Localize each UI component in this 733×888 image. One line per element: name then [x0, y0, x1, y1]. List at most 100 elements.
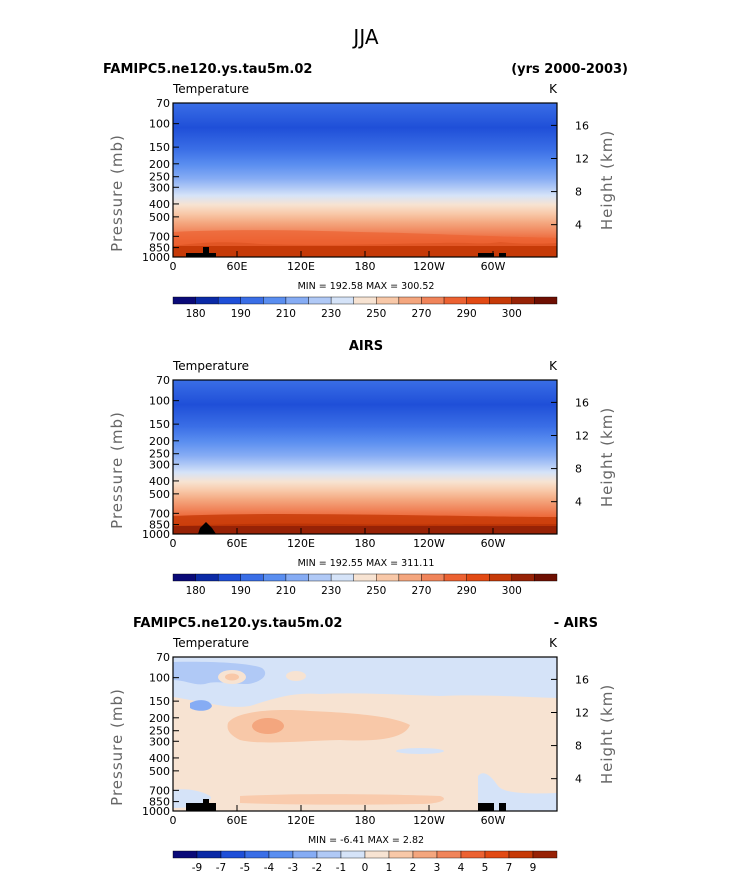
- colorbar-box: [263, 573, 287, 582]
- panel3-variable-label: Temperature: [172, 636, 249, 650]
- colorbar-label: -7: [216, 862, 226, 874]
- panel1-x-ticks: 0 60E 120E 180 120W 60W: [170, 251, 506, 273]
- colorbar-box: [412, 850, 438, 859]
- colorbar-box: [532, 850, 558, 859]
- panel3-warm-region-250mb: [227, 710, 410, 743]
- pressure-tick-label: 300: [149, 181, 170, 194]
- pressure-tick-label: 100: [149, 395, 170, 408]
- colorbar-label: 0: [362, 862, 369, 874]
- colorbar-box: [308, 296, 332, 305]
- panel2-center-title: AIRS: [349, 339, 383, 354]
- pressure-tick-label: 70: [156, 97, 170, 110]
- pressure-tick-label: 70: [156, 374, 170, 387]
- pressure-tick-label: 500: [149, 211, 170, 224]
- colorbar-box: [240, 296, 264, 305]
- longitude-tick-label: 60E: [227, 537, 248, 550]
- colorbar-box: [217, 573, 241, 582]
- pressure-tick-label: 850: [149, 519, 170, 532]
- pressure-tick-label: 1000: [142, 251, 170, 264]
- longitude-tick-label: 60W: [481, 814, 506, 827]
- colorbar-box: [172, 296, 196, 305]
- pressure-tick-label: 500: [149, 765, 170, 778]
- panel3-topography-2: [203, 799, 209, 811]
- colorbar-box: [268, 850, 294, 859]
- longitude-tick-label: 120E: [287, 814, 315, 827]
- height-tick-label: 12: [575, 152, 589, 165]
- colorbar-label: 3: [434, 862, 441, 874]
- colorbar-box: [353, 573, 377, 582]
- colorbar-box: [285, 296, 309, 305]
- panel2-field: [173, 380, 557, 534]
- colorbar-label: 300: [502, 585, 522, 597]
- pressure-tick-label: 150: [149, 141, 170, 154]
- pressure-tick-label: 1000: [142, 528, 170, 541]
- colorbar-label: -9: [192, 862, 202, 874]
- panel3-cool-spot-400mb: [396, 748, 444, 754]
- colorbar-box: [172, 850, 198, 859]
- height-tick-label: 12: [575, 706, 589, 719]
- colorbar-label: 180: [186, 585, 206, 597]
- panel3-x-ticks: 0 60E 120E 180 120W 60W: [170, 805, 506, 827]
- colorbar-box: [443, 296, 467, 305]
- longitude-tick-label: 120E: [287, 260, 315, 273]
- colorbar-label: 290: [457, 585, 477, 597]
- pressure-tick-label: 200: [149, 435, 170, 448]
- colorbar-box: [240, 573, 264, 582]
- height-tick-label: 4: [575, 496, 582, 509]
- longitude-tick-label: 0: [170, 814, 177, 827]
- colorbar-box: [316, 850, 342, 859]
- panel3-cool-patch-150mb: [190, 700, 212, 711]
- height-tick-label: 16: [575, 119, 589, 132]
- longitude-tick-label: 0: [170, 260, 177, 273]
- colorbar-label: 1: [386, 862, 393, 874]
- pressure-tick-label: 700: [149, 507, 170, 520]
- pressure-tick-label: 400: [149, 198, 170, 211]
- colorbar-label: 210: [276, 308, 296, 320]
- colorbar-label: 270: [411, 585, 431, 597]
- pressure-tick-label: 700: [149, 230, 170, 243]
- colorbar-box: [534, 573, 558, 582]
- longitude-tick-label: 120W: [413, 814, 445, 827]
- panel1-variable-label: Temperature: [172, 82, 249, 96]
- panel2-units-label: K: [549, 359, 558, 373]
- pressure-tick-label: 70: [156, 651, 170, 664]
- pressure-tick-label: 250: [149, 171, 170, 184]
- panel1-topography-1: [186, 253, 216, 257]
- colorbar-box: [340, 850, 366, 859]
- colorbar-label: 270: [411, 308, 431, 320]
- panel1-min-max: MIN = 192.58 MAX = 300.52: [298, 281, 435, 292]
- panel2-min-max: MIN = 192.55 MAX = 311.11: [298, 558, 435, 569]
- panel3-warm-spot-100mb-east: [286, 671, 306, 681]
- panel3-units-label: K: [549, 636, 558, 650]
- colorbar-box: [466, 573, 490, 582]
- colorbar-box: [220, 850, 246, 859]
- colorbar-label: 190: [231, 308, 251, 320]
- colorbar-box: [292, 850, 318, 859]
- panel1-y2-axis-label: Height (km): [598, 130, 616, 230]
- pressure-tick-label: 300: [149, 458, 170, 471]
- pressure-tick-label: 200: [149, 712, 170, 725]
- panel-model: FAMIPC5.ne120.ys.tau5m.02 (yrs 2000-2003…: [103, 62, 628, 320]
- pressure-tick-label: 1000: [142, 805, 170, 818]
- panel3-left-title: FAMIPC5.ne120.ys.tau5m.02: [133, 616, 342, 631]
- pressure-tick-label: 200: [149, 158, 170, 171]
- panel2-variable-label: Temperature: [172, 359, 249, 373]
- colorbar-box: [511, 573, 535, 582]
- height-tick-label: 16: [575, 396, 589, 409]
- height-tick-label: 16: [575, 673, 589, 686]
- panel3-y-axis-label: Pressure (mb): [108, 688, 126, 806]
- pressure-tick-label: 400: [149, 752, 170, 765]
- colorbar-label: 290: [457, 308, 477, 320]
- panel3-topography-1: [186, 803, 216, 811]
- height-tick-label: 4: [575, 773, 582, 786]
- pressure-tick-label: 150: [149, 695, 170, 708]
- colorbar-label: 210: [276, 585, 296, 597]
- colorbar-box: [489, 296, 513, 305]
- panel1-topography-2: [203, 247, 209, 257]
- longitude-tick-label: 120W: [413, 537, 445, 550]
- colorbar-box: [195, 296, 219, 305]
- colorbar-box: [330, 573, 354, 582]
- colorbar-label: 230: [321, 585, 341, 597]
- colorbar-box: [195, 573, 219, 582]
